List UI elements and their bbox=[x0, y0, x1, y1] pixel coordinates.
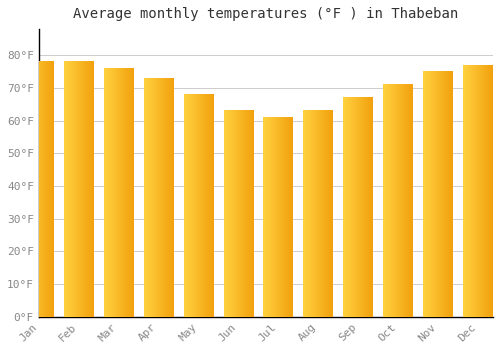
Bar bbox=[344, 98, 374, 317]
Bar bbox=[224, 111, 254, 317]
Bar bbox=[184, 94, 214, 317]
Bar bbox=[423, 71, 453, 317]
Bar bbox=[64, 62, 94, 317]
Bar bbox=[144, 78, 174, 317]
Bar bbox=[463, 65, 493, 317]
Bar bbox=[264, 117, 294, 317]
Bar bbox=[383, 85, 413, 317]
Bar bbox=[104, 68, 134, 317]
Bar bbox=[24, 62, 54, 317]
Bar bbox=[304, 111, 334, 317]
Title: Average monthly temperatures (°F ) in Thabeban: Average monthly temperatures (°F ) in Th… bbox=[74, 7, 458, 21]
